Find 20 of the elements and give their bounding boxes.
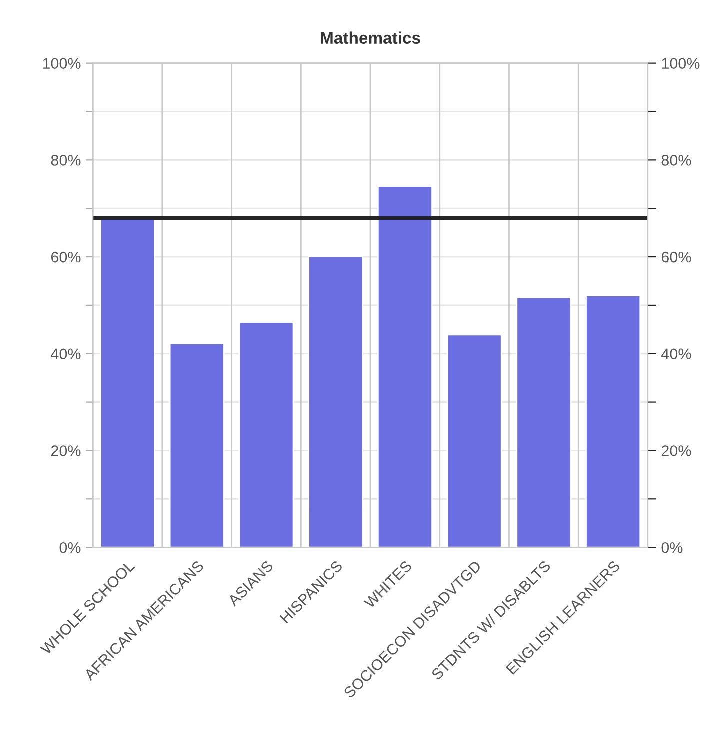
y2-tick-label: 20% [662, 446, 692, 456]
bar [169, 343, 225, 548]
y-tick-label: 0% [60, 542, 81, 554]
bar [446, 334, 502, 548]
y-tick-label: 40% [51, 348, 81, 360]
y-tick-label: 80% [51, 155, 81, 166]
y2-tick-label: 40% [662, 348, 692, 360]
y-tick-label: 60% [51, 252, 81, 263]
y-tick-label: 20% [51, 446, 81, 456]
y2-tick-label: 100% [662, 58, 700, 70]
bar [586, 295, 642, 548]
bar [308, 256, 364, 548]
y-tick-label: 100% [43, 58, 81, 70]
bar [516, 297, 572, 548]
y2-tick-label: 0% [662, 542, 683, 554]
chart-title: Mathematics [321, 32, 420, 44]
y2-tick-label: 80% [662, 155, 692, 166]
bar [238, 322, 294, 548]
bar [377, 186, 433, 548]
y2-tick-label: 60% [662, 252, 692, 263]
